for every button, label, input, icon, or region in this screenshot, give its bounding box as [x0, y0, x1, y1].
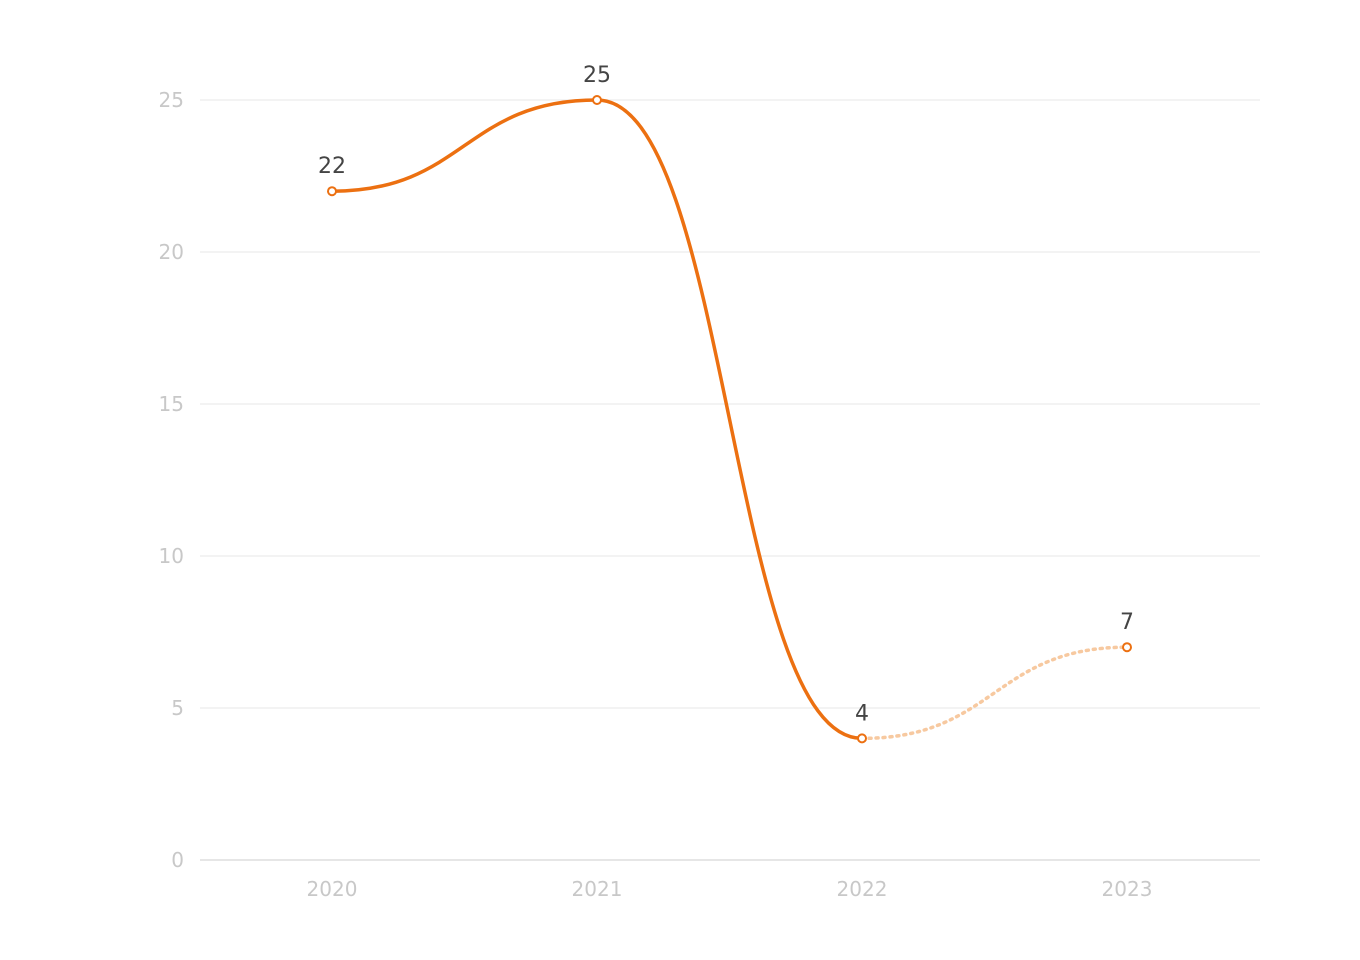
y-tick-label: 0 [171, 848, 184, 872]
x-tick-label: 2021 [572, 877, 623, 901]
y-tick-label: 25 [159, 88, 184, 112]
x-tick-label: 2020 [307, 877, 358, 901]
x-tick-label: 2023 [1102, 877, 1153, 901]
data-point-marker[interactable] [592, 95, 602, 105]
data-point-marker[interactable] [1122, 642, 1132, 653]
grid-layer [200, 99, 1260, 861]
data-label-layer: 22 25 4 7 [318, 63, 1134, 726]
data-point-marker[interactable] [857, 733, 867, 744]
y-tick-label: 20 [159, 240, 184, 264]
y-tick-label: 5 [171, 696, 184, 720]
data-label: 4 [855, 701, 869, 726]
x-tick-label: 2022 [837, 877, 888, 901]
series-line-projected [860, 645, 1129, 741]
series-layer [330, 98, 1129, 741]
y-tick-label: 15 [159, 392, 184, 416]
data-label: 22 [318, 154, 346, 179]
y-axis: 0 5 10 15 20 25 [159, 88, 184, 872]
y-tick-label: 10 [159, 544, 184, 568]
x-axis: 2020 2021 2022 2023 [307, 877, 1153, 901]
data-label: 7 [1120, 610, 1134, 635]
data-point-marker[interactable] [327, 186, 337, 197]
data-label: 25 [583, 63, 611, 88]
marker-layer [327, 95, 1132, 744]
series-line-actual [330, 98, 864, 741]
